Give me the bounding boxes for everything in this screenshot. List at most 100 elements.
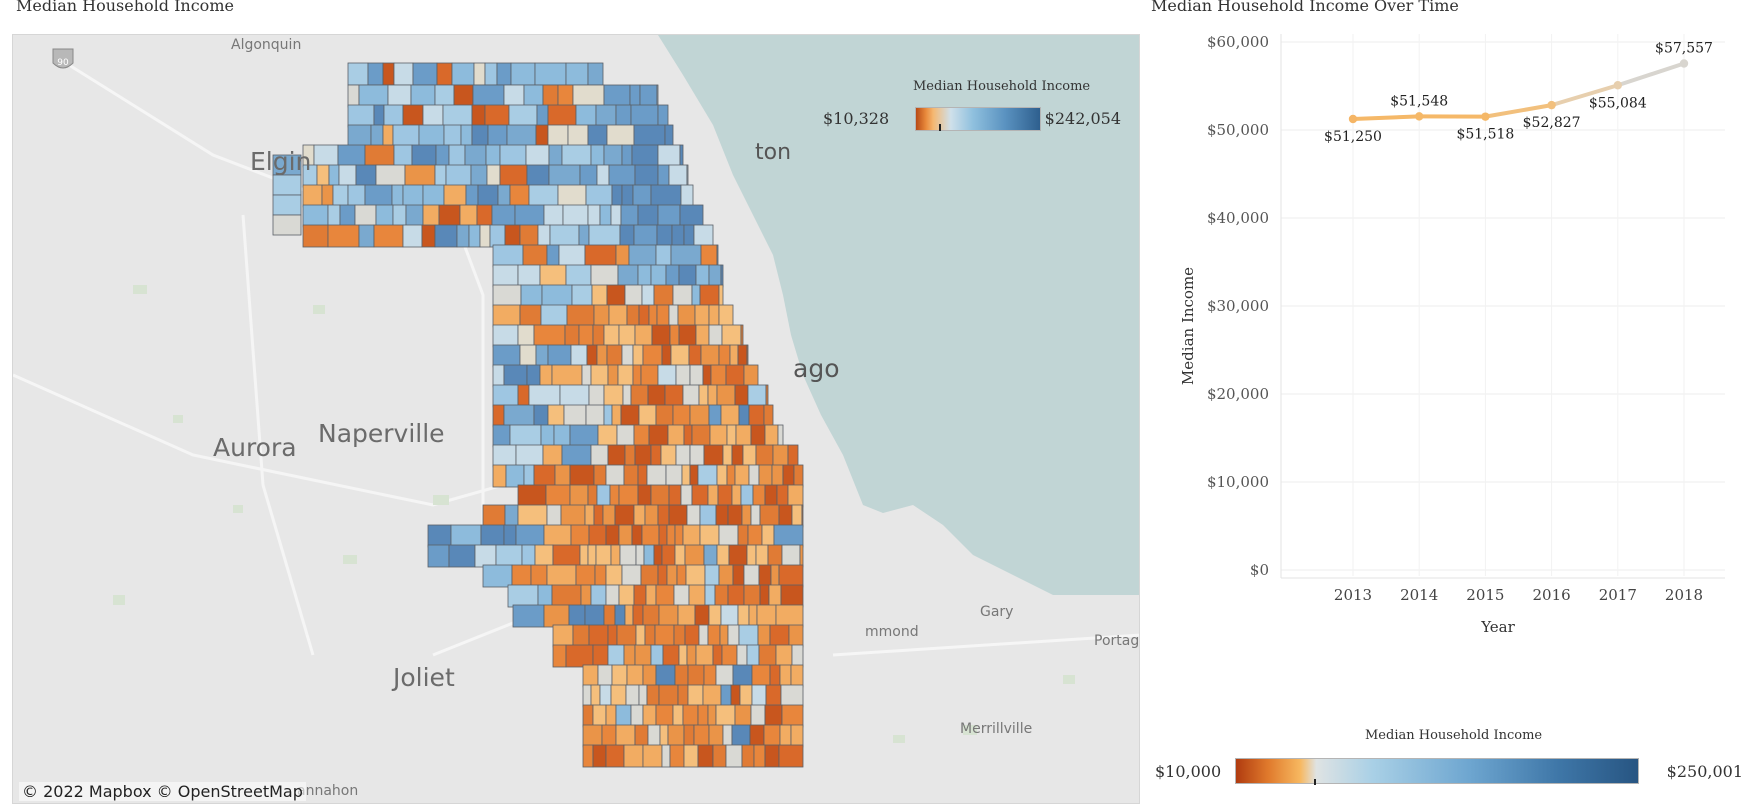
census-tract [520, 284, 543, 308]
census-tract [669, 744, 685, 768]
x-tick-label: 2015 [1466, 586, 1504, 604]
census-tract [710, 364, 727, 388]
census-tract [624, 284, 643, 308]
census-tract [582, 724, 603, 748]
census-tract [741, 504, 752, 528]
census-tract [718, 304, 734, 328]
census-tract [626, 664, 644, 688]
place-label-portage: Portag [1094, 633, 1140, 649]
series-line-segment [1483, 103, 1554, 119]
census-tract [632, 604, 644, 628]
census-tract [702, 364, 712, 388]
census-tract [514, 204, 545, 228]
census-tract [605, 564, 623, 588]
census-tract [657, 104, 669, 128]
census-tract [443, 124, 462, 148]
census-tract [590, 584, 607, 608]
census-tract [665, 464, 683, 488]
y-tick-label: $30,000 [1207, 297, 1269, 315]
census-tract [618, 584, 635, 608]
bottom-legend-gradient [1235, 758, 1639, 784]
census-tract [661, 744, 671, 768]
census-tract [668, 164, 688, 188]
census-tract [672, 704, 684, 728]
choropleth-map[interactable]: 90 Algonquin Elgin Aurora Naperville Jol… [12, 34, 1140, 804]
map-canvas[interactable]: 90 [13, 35, 1140, 804]
place-label-joliet: Joliet [393, 663, 455, 692]
census-tract [628, 244, 657, 268]
census-tract [539, 264, 567, 288]
census-tract [678, 264, 697, 288]
census-tract [781, 704, 804, 728]
census-tract [680, 184, 694, 208]
census-tract [603, 324, 620, 348]
census-tract [703, 444, 724, 468]
census-tract [653, 544, 663, 568]
census-tract [593, 504, 604, 528]
census-tract [664, 384, 684, 408]
census-tract [750, 504, 761, 528]
series-line-segment [1615, 61, 1686, 88]
census-tract [633, 584, 647, 608]
census-tract [707, 624, 721, 648]
census-tract [607, 624, 618, 648]
census-tract [566, 304, 595, 328]
census-tract [580, 584, 592, 608]
census-tract [715, 664, 734, 688]
census-tract [734, 704, 752, 728]
census-tract [634, 164, 659, 188]
census-tract [551, 584, 582, 608]
place-label-algonquin: Algonquin [231, 37, 302, 53]
census-tract [686, 164, 689, 188]
census-tract [582, 664, 599, 688]
census-tract [799, 544, 804, 568]
census-tract [645, 584, 657, 608]
y-tick-label: $10,000 [1207, 473, 1269, 491]
census-tract [753, 744, 766, 768]
census-tract [689, 364, 704, 388]
census-tract [731, 724, 751, 748]
census-tract [687, 664, 705, 688]
census-tract [759, 504, 780, 528]
census-tract [565, 264, 592, 288]
y-tick-label: $50,000 [1207, 121, 1269, 139]
census-tract [503, 404, 535, 428]
series-line-segment [1351, 114, 1422, 121]
line-chart-canvas[interactable]: $0 $10,000 $20,000 $30,000 $40,000 $50,000 $60… [1155, 24, 1753, 744]
census-tract [537, 584, 553, 608]
place-label-gary: Gary [980, 604, 1014, 620]
census-tract [570, 524, 590, 548]
census-tract [443, 184, 467, 208]
census-tract [347, 124, 372, 148]
census-tract [486, 164, 501, 188]
census-tract [434, 224, 458, 248]
census-tract [644, 624, 656, 648]
census-tract [722, 444, 733, 468]
census-tract [506, 124, 537, 148]
census-tract [617, 264, 639, 288]
census-tract [603, 144, 623, 168]
place-label-aurora: Aurora [213, 433, 297, 462]
census-tract [510, 62, 536, 86]
census-tract [756, 604, 777, 628]
census-tract [383, 104, 404, 128]
census-tract [647, 384, 666, 408]
census-tract [491, 204, 516, 228]
census-tract [597, 664, 613, 688]
bottom-legend-min: $10,000 [1155, 762, 1222, 781]
census-tract [748, 464, 760, 488]
census-tract [633, 224, 658, 248]
census-tract [503, 364, 528, 388]
census-tract [650, 484, 670, 508]
census-tract [373, 224, 404, 248]
census-tract [676, 564, 687, 588]
census-tract-layer [272, 62, 804, 768]
census-tract [552, 544, 581, 568]
census-tract [448, 144, 466, 168]
map-attribution[interactable]: © 2022 Mapbox © OpenStreetMap [19, 782, 306, 801]
census-tract [337, 144, 366, 168]
census-tract [504, 504, 519, 528]
census-tract [451, 62, 475, 86]
census-tract [748, 604, 758, 628]
census-tract [610, 204, 622, 228]
